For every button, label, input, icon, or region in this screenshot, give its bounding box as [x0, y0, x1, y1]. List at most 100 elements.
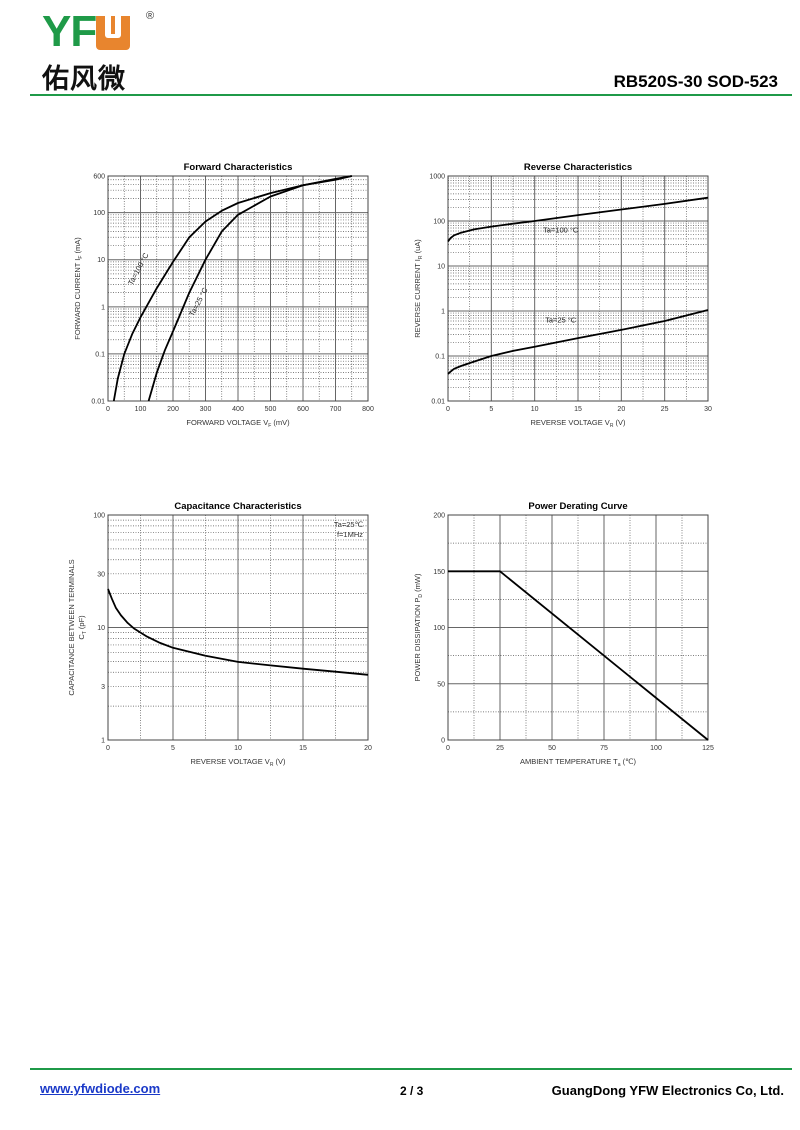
- x-axis-unit: (V): [273, 757, 286, 766]
- registered-mark: ®: [146, 10, 155, 22]
- series-label: Ta=25 °C: [545, 316, 577, 325]
- x-tick-label: 100: [135, 406, 147, 413]
- y-axis-symbol: I: [73, 259, 82, 261]
- chart-title: Forward Characteristics: [184, 162, 293, 173]
- chart-0: 0 100 200 300 400 500 600 700 800 0.01 0.1 1 10 100 60…: [73, 162, 374, 429]
- chart-3: 0 25 50 75 100 125 0 50 100 150 200 Power Derating …: [413, 501, 714, 768]
- x-axis-label-text: REVERSE VOLTAGE: [530, 418, 604, 427]
- x-axis-unit: (mV): [271, 418, 290, 427]
- x-axis-subscript: R: [610, 423, 614, 429]
- y-axis-unit: (pF): [77, 615, 86, 631]
- page-number: 2 / 3: [400, 1084, 424, 1098]
- x-axis-symbol: V: [263, 418, 268, 427]
- logo-chinese: 佑风微: [42, 64, 126, 95]
- x-tick-label: 10: [531, 406, 539, 413]
- x-tick-label: 25: [496, 745, 504, 752]
- y-axis-subscript: F: [78, 256, 84, 259]
- series-line: [447, 196, 709, 243]
- series-label: Ta=100 °C: [126, 251, 151, 287]
- y-axis-label: CT (pF): [77, 615, 88, 640]
- x-tick-label: 5: [489, 406, 493, 413]
- chart-title: Capacitance Characteristics: [174, 501, 301, 512]
- x-axis-symbol: V: [605, 418, 610, 427]
- y-tick-label: 0.1: [95, 351, 105, 358]
- x-tick-label: 125: [702, 745, 714, 752]
- chart-annotation: Ta=25℃: [334, 520, 364, 529]
- x-axis-label-text: REVERSE VOLTAGE: [190, 757, 264, 766]
- y-tick-label: 100: [93, 513, 105, 520]
- website-link[interactable]: www.yfwdiode.com: [40, 1081, 161, 1096]
- series-line: [147, 175, 352, 402]
- x-tick-label: 500: [265, 406, 277, 413]
- footer-divider: [30, 1068, 792, 1070]
- y-tick-label: 1000: [429, 174, 445, 181]
- y-tick-label: 10: [97, 625, 105, 632]
- x-tick-label: 0: [446, 406, 450, 413]
- x-tick-label: 0: [106, 745, 110, 752]
- y-axis-unit: (mW): [413, 573, 422, 594]
- y-axis-symbol: P: [413, 598, 422, 603]
- x-tick-label: 10: [234, 745, 242, 752]
- y-tick-label: 1: [441, 309, 445, 316]
- y-axis-symbol: I: [413, 259, 422, 261]
- x-axis-symbol: T: [613, 757, 618, 766]
- y-tick-label: 600: [93, 174, 105, 181]
- y-tick-label: 30: [97, 571, 105, 578]
- x-axis-label: REVERSE VOLTAGE VR (V): [190, 757, 286, 768]
- x-axis-subscript: a: [618, 762, 621, 768]
- header-divider: [30, 94, 792, 96]
- x-axis-label: REVERSE VOLTAGE VR (V): [530, 418, 626, 429]
- y-axis-symbol: C: [77, 634, 86, 640]
- y-tick-label: 100: [93, 210, 105, 217]
- series-label: Ta=100 °C: [543, 226, 579, 235]
- y-axis-unit: (mA): [73, 237, 82, 256]
- plot-frame: [107, 514, 369, 741]
- y-axis-label: FORWARD CURRENT IF (mA): [73, 237, 84, 340]
- y-tick-label: 1: [101, 738, 105, 745]
- y-tick-label: 50: [437, 681, 445, 688]
- chart-annotation: f=1MHz: [337, 530, 363, 539]
- x-axis-unit: (V): [613, 418, 626, 427]
- chart-title: Power Derating Curve: [528, 501, 627, 512]
- y-axis-label-text: REVERSE CURRENT: [413, 261, 422, 338]
- x-tick-label: 300: [200, 406, 212, 413]
- x-axis-symbol: V: [265, 757, 270, 766]
- x-axis-subscript: R: [270, 762, 274, 768]
- chart-title: Reverse Characteristics: [524, 162, 632, 173]
- x-tick-label: 5: [171, 745, 175, 752]
- document-title: RB520S-30 SOD-523: [613, 72, 778, 91]
- x-tick-label: 20: [617, 406, 625, 413]
- y-axis-label-text: POWER DISSIPATION: [413, 603, 422, 682]
- x-tick-label: 0: [446, 745, 450, 752]
- x-tick-label: 800: [362, 406, 374, 413]
- x-tick-label: 100: [650, 745, 662, 752]
- x-tick-label: 700: [330, 406, 342, 413]
- y-axis-label: POWER DISSIPATION PD (mW): [413, 573, 424, 681]
- y-tick-label: 0: [441, 738, 445, 745]
- x-axis-label: AMBIENT TEMPERATURE Ta (℃): [520, 757, 637, 768]
- x-axis-subscript: F: [268, 423, 271, 429]
- x-tick-label: 400: [232, 406, 244, 413]
- plot-frame: [447, 514, 709, 741]
- y-axis-label: REVERSE CURRENT IR (uA): [413, 239, 424, 338]
- y-axis-label-text: CAPACITANCE BETWEEN TERMINALS: [67, 559, 76, 695]
- x-tick-label: 15: [574, 406, 582, 413]
- x-tick-label: 50: [548, 745, 556, 752]
- y-tick-label: 100: [433, 219, 445, 226]
- plot-frame: [447, 175, 709, 402]
- company-name: GuangDong YFW Electronics Co, Ltd.: [551, 1083, 784, 1098]
- x-axis-label-text: AMBIENT TEMPERATURE: [520, 757, 613, 766]
- x-tick-label: 20: [364, 745, 372, 752]
- x-axis-unit: (℃): [621, 757, 637, 766]
- x-tick-label: 75: [600, 745, 608, 752]
- y-axis-subscript: T: [82, 631, 88, 634]
- series-line: [447, 309, 709, 375]
- y-tick-label: 0.01: [431, 399, 445, 406]
- logo-latin: YF: [42, 10, 131, 54]
- y-axis-unit: (uA): [413, 239, 422, 256]
- x-tick-label: 15: [299, 745, 307, 752]
- x-axis-label-text: FORWARD VOLTAGE: [186, 418, 263, 427]
- x-tick-label: 0: [106, 406, 110, 413]
- x-tick-label: 600: [297, 406, 309, 413]
